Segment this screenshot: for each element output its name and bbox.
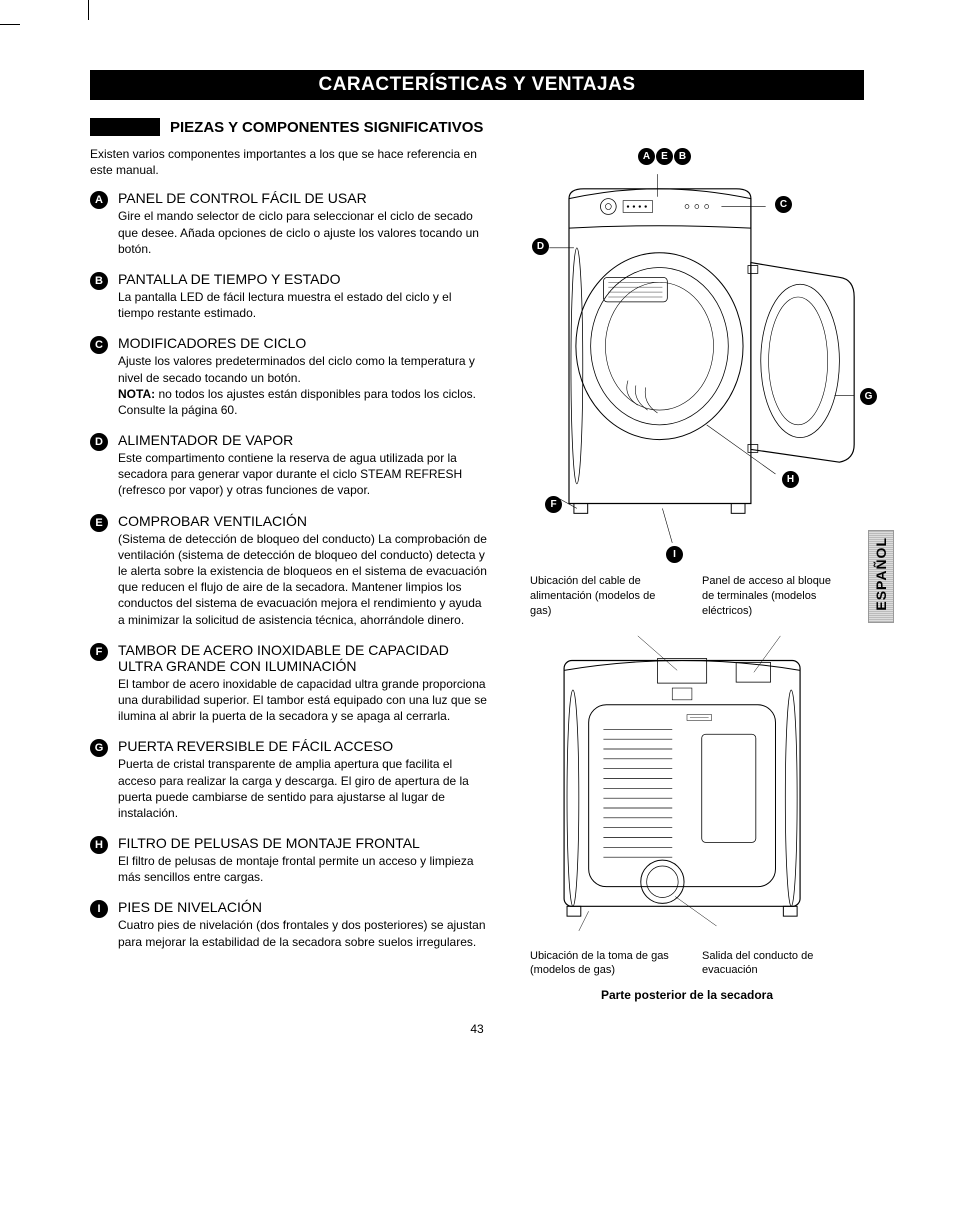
- section-marker: [90, 118, 160, 136]
- callout-c: C: [775, 196, 792, 213]
- bullet-c: C: [90, 336, 108, 354]
- bullet-a: A: [90, 191, 108, 209]
- features-column: Existen varios componentes importantes a…: [90, 146, 490, 1002]
- feature-c: C MODIFICADORES DE CICLO Ajuste los valo…: [90, 335, 490, 418]
- feature-i-title: PIES DE NIVELACIÓN: [118, 899, 490, 915]
- dryer-rear-diagram: [510, 631, 864, 941]
- callout-a: A: [638, 148, 655, 165]
- diagram-column: A E B C D F G H I Ubicación del cable de…: [510, 146, 864, 1002]
- manual-page: CARACTERÍSTICAS Y VENTAJAS PIEZAS Y COMP…: [0, 0, 954, 1076]
- feature-e: E COMPROBAR VENTILACIÓN (Sistema de dete…: [90, 513, 490, 628]
- nota-label: NOTA:: [118, 387, 155, 401]
- feature-a: A PANEL DE CONTROL FÁCIL DE USAR Gire el…: [90, 190, 490, 257]
- feature-g-desc: Puerta de cristal transparente de amplia…: [118, 756, 490, 821]
- feature-f-desc: El tambor de acero inoxidable de capacid…: [118, 676, 490, 725]
- bullet-i: I: [90, 900, 108, 918]
- feature-i: I PIES DE NIVELACIÓN Cuatro pies de nive…: [90, 899, 490, 949]
- label-terminal: Panel de acceso al bloque de terminales …: [702, 574, 844, 619]
- feature-i-desc: Cuatro pies de nivelación (dos frontales…: [118, 917, 490, 949]
- feature-b-title: PANTALLA DE TIEMPO Y ESTADO: [118, 271, 490, 287]
- callout-d: D: [532, 238, 549, 255]
- language-tab-label: ESPAÑOL: [873, 537, 889, 611]
- feature-g-title: PUERTA REVERSIBLE DE FÁCIL ACCESO: [118, 738, 490, 754]
- rear-bottom-labels: Ubicación de la toma de gas (modelos de …: [510, 949, 864, 979]
- dryer-rear-svg: [510, 631, 864, 936]
- label-power: Ubicación del cable de alimentación (mod…: [530, 574, 672, 619]
- callout-f: F: [545, 496, 562, 513]
- feature-c-desc-main: Ajuste los valores predeterminados del c…: [118, 354, 475, 384]
- feature-d-title: ALIMENTADOR DE VAPOR: [118, 432, 490, 448]
- page-title-bar: CARACTERÍSTICAS Y VENTAJAS: [90, 70, 864, 100]
- feature-e-desc: (Sistema de detección de bloqueo del con…: [118, 531, 490, 628]
- rear-caption: Parte posterior de la secadora: [510, 988, 864, 1002]
- label-exhaust: Salida del conducto de evacuación: [702, 949, 844, 979]
- feature-h-desc: El filtro de pelusas de montaje frontal …: [118, 853, 490, 885]
- feature-h-title: FILTRO DE PELUSAS DE MONTAJE FRONTAL: [118, 835, 490, 851]
- feature-d-desc: Este compartimento contiene la reserva d…: [118, 450, 490, 499]
- feature-c-title: MODIFICADORES DE CICLO: [118, 335, 490, 351]
- bullet-d: D: [90, 433, 108, 451]
- feature-b-desc: La pantalla LED de fácil lectura muestra…: [118, 289, 490, 321]
- feature-e-title: COMPROBAR VENTILACIÓN: [118, 513, 490, 529]
- bullet-b: B: [90, 272, 108, 290]
- dryer-front-svg: [510, 146, 864, 566]
- feature-d: D ALIMENTADOR DE VAPOR Este compartiment…: [90, 432, 490, 499]
- feature-f: F TAMBOR DE ACERO INOXIDABLE DE CAPACIDA…: [90, 642, 490, 725]
- feature-a-desc: Gire el mando selector de ciclo para sel…: [118, 208, 490, 257]
- feature-h: H FILTRO DE PELUSAS DE MONTAJE FRONTAL E…: [90, 835, 490, 885]
- callout-e: E: [656, 148, 673, 165]
- page-title: CARACTERÍSTICAS Y VENTAJAS: [318, 74, 635, 95]
- feature-b: B PANTALLA DE TIEMPO Y ESTADO La pantall…: [90, 271, 490, 321]
- bullet-f: F: [90, 643, 108, 661]
- bullet-h: H: [90, 836, 108, 854]
- rear-top-labels: Ubicación del cable de alimentación (mod…: [510, 574, 864, 619]
- feature-c-desc: Ajuste los valores predeterminados del c…: [118, 353, 490, 418]
- feature-a-title: PANEL DE CONTROL FÁCIL DE USAR: [118, 190, 490, 206]
- feature-g: G PUERTA REVERSIBLE DE FÁCIL ACCESO Puer…: [90, 738, 490, 821]
- section-title: PIEZAS Y COMPONENTES SIGNIFICATIVOS: [170, 119, 483, 136]
- intro-text: Existen varios componentes importantes a…: [90, 146, 490, 178]
- nota-text: no todos los ajustes están disponibles p…: [118, 387, 476, 417]
- language-tab: ESPAÑOL: [868, 530, 894, 623]
- callout-g: G: [860, 388, 877, 405]
- bullet-g: G: [90, 739, 108, 757]
- callout-b: B: [674, 148, 691, 165]
- bullet-e: E: [90, 514, 108, 532]
- page-number: 43: [90, 1022, 864, 1036]
- feature-f-title: TAMBOR DE ACERO INOXIDABLE DE CAPACIDAD …: [118, 642, 490, 674]
- callout-h: H: [782, 471, 799, 488]
- label-gas: Ubicación de la toma de gas (modelos de …: [530, 949, 672, 979]
- callout-i: I: [666, 546, 683, 563]
- dryer-front-diagram: A E B C D F G H I: [510, 146, 864, 566]
- section-header: PIEZAS Y COMPONENTES SIGNIFICATIVOS: [90, 118, 864, 136]
